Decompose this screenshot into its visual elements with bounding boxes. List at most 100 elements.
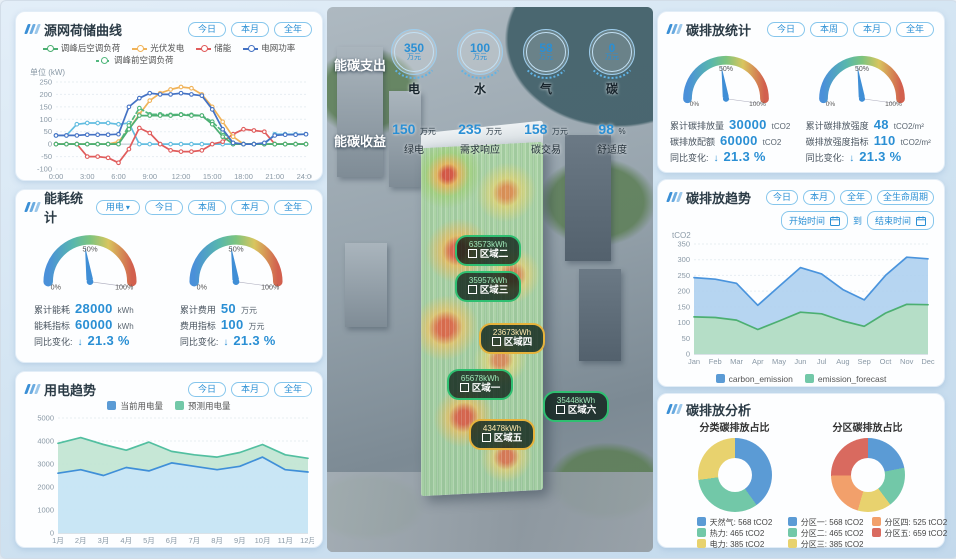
page-title: 碳排放趋势	[686, 190, 752, 206]
legend-item-current-usage[interactable]: 当前用电量	[107, 400, 163, 412]
page-title: 源网荷储曲线	[44, 22, 123, 38]
building	[579, 269, 621, 361]
zone-label[interactable]: 35448kWh 区域六	[543, 391, 609, 422]
end-date-input[interactable]: 结束时间	[866, 211, 934, 230]
income-section-label: 能碳收益	[334, 134, 387, 149]
legend-item-pv[interactable]: 光伏发电	[132, 42, 184, 54]
zone-icon	[555, 405, 565, 414]
stat-comfort: 98 % 舒适度	[597, 121, 627, 156]
legend-item-forecast-usage[interactable]: 预测用电量	[175, 400, 231, 412]
month-button[interactable]: 本月	[230, 381, 269, 397]
panel-carbon-stats: 碳排放统计 今日 本周 本月 全年 50% 0% 100% 累计碳排放量 3	[657, 11, 945, 173]
panel-energy-stats: 能耗统计 用电 ▾ 今日 本周 本月 全年 50% 0% 100%	[15, 189, 323, 363]
year-button[interactable]: 全年	[895, 21, 934, 37]
month-button[interactable]: 本月	[852, 21, 891, 37]
line-marker-icon	[132, 45, 148, 53]
svg-text:1月: 1月	[52, 536, 64, 545]
building	[337, 47, 383, 177]
stat-green-power: 150 万元 绿电	[392, 121, 436, 156]
line-marker-icon	[42, 45, 58, 53]
svg-text:18:00: 18:00	[234, 172, 253, 181]
week-button[interactable]: 本周	[809, 21, 848, 37]
today-button[interactable]: 今日	[766, 21, 805, 37]
today-button[interactable]: 今日	[187, 21, 226, 37]
legend-chip-icon	[107, 401, 117, 410]
arrow-down-icon	[78, 337, 83, 348]
panel-carbon-analysis: 碳排放分析 分类碳排放占比 天然气: 568 tCO2 热力: 465 tCO2…	[657, 393, 947, 549]
year-button[interactable]: 全年	[273, 199, 312, 215]
svg-text:2000: 2000	[37, 483, 54, 492]
svg-text:100%: 100%	[885, 101, 902, 108]
page-title: 碳排放分析	[686, 402, 752, 418]
zone-label[interactable]: 63573kWh 区域二	[455, 235, 521, 266]
svg-text:0%: 0%	[197, 283, 208, 291]
electricity-area-chart: 0 1000 2000 3000 4000 5000 1月 2月 3月 4月 5月 6月 7月 8月 9月 1…	[37, 414, 316, 546]
svg-text:Sep: Sep	[858, 357, 871, 366]
svg-text:100%: 100%	[261, 283, 280, 291]
today-button[interactable]: 今日	[187, 381, 226, 397]
svg-text:50%: 50%	[855, 66, 869, 73]
year-button[interactable]: 全年	[839, 189, 872, 205]
svg-text:4月: 4月	[120, 536, 132, 545]
lifecycle-button[interactable]: 全生命周期	[876, 189, 934, 205]
svg-text:Feb: Feb	[709, 357, 722, 366]
week-button[interactable]: 本周	[187, 199, 226, 215]
energy-type-dropdown[interactable]: 用电 ▾	[95, 199, 140, 215]
svg-text:50%: 50%	[82, 244, 97, 253]
stat-electricity: 350 万元 电	[385, 29, 443, 97]
y-axis-unit-label: tCO2	[672, 231, 691, 240]
source-grid-line-chart: -100 -50 0 50 100 150 200 250 0:00 3:00 6:00 9:00 12…	[37, 78, 315, 182]
zone-label[interactable]: 65678kWh 区域一	[447, 369, 513, 400]
year-button[interactable]: 全年	[273, 381, 312, 397]
line-marker-icon	[196, 45, 212, 53]
svg-text:-100: -100	[37, 165, 52, 174]
month-button[interactable]: 本月	[802, 189, 835, 205]
svg-text:350: 350	[677, 240, 690, 249]
svg-text:5000: 5000	[37, 414, 54, 423]
income-stats-row: 150 万元 绿电 235 万元 需求响应 158 万元 碳交易 98 % 舒适…	[385, 121, 641, 156]
legend-item-grid-power[interactable]: 电网功率	[243, 42, 295, 54]
svg-text:11月: 11月	[278, 536, 293, 545]
legend-chip-icon	[804, 374, 814, 383]
svg-text:0: 0	[50, 529, 54, 538]
arrow-down-icon	[223, 337, 228, 348]
expense-section-label: 能碳支出	[334, 58, 387, 73]
year-button[interactable]: 全年	[273, 21, 312, 37]
zone-label[interactable]: 23673kWh 区域四	[479, 323, 545, 354]
legend-item-ac-before[interactable]: 调峰前空调负荷	[96, 54, 174, 66]
svg-text:21:00: 21:00	[265, 172, 284, 181]
svg-text:200: 200	[677, 287, 690, 296]
panel-icon	[666, 24, 683, 34]
panel-icon	[24, 384, 41, 394]
legend-chip-icon	[175, 401, 184, 410]
legend-item-emission-forecast[interactable]: emission_forecast	[804, 374, 886, 384]
svg-text:6:00: 6:00	[111, 172, 126, 181]
legend-chip-icon	[696, 517, 706, 526]
svg-text:Nov: Nov	[900, 357, 914, 366]
svg-text:150: 150	[677, 302, 690, 311]
panel-carbon-trend: 碳排放趋势 今日 本月 全年 全生命周期 开始时间 到 结束时间 tCO2 0 5…	[657, 179, 945, 387]
legend-item-ac-after[interactable]: 调峰后空调负荷	[42, 42, 120, 54]
svg-text:May: May	[772, 357, 786, 366]
today-button[interactable]: 今日	[144, 199, 183, 215]
building	[345, 243, 387, 327]
gauge: 50% 0% 100%	[818, 55, 905, 108]
svg-text:100%: 100%	[749, 101, 766, 108]
arrow-down-icon	[714, 153, 719, 164]
month-button[interactable]: 本月	[230, 199, 269, 215]
stat-carbon-trading: 158 万元 碳交易	[524, 121, 568, 156]
svg-text:50%: 50%	[228, 244, 243, 253]
month-button[interactable]: 本月	[230, 21, 269, 37]
zone-label[interactable]: 43478kWh 区域五	[469, 419, 535, 450]
today-button[interactable]: 今日	[765, 189, 798, 205]
start-date-input[interactable]: 开始时间	[780, 211, 848, 230]
legend-item-carbon-emission[interactable]: carbon_emission	[715, 374, 793, 384]
svg-text:Dec: Dec	[921, 357, 935, 366]
legend-item-storage[interactable]: 储能	[196, 42, 231, 54]
svg-text:24:00: 24:00	[297, 172, 312, 181]
svg-text:8月: 8月	[211, 536, 223, 545]
calendar-icon	[916, 216, 926, 226]
svg-text:3月: 3月	[98, 536, 110, 545]
zone-label[interactable]: 35957kWh 区域三	[455, 271, 521, 302]
